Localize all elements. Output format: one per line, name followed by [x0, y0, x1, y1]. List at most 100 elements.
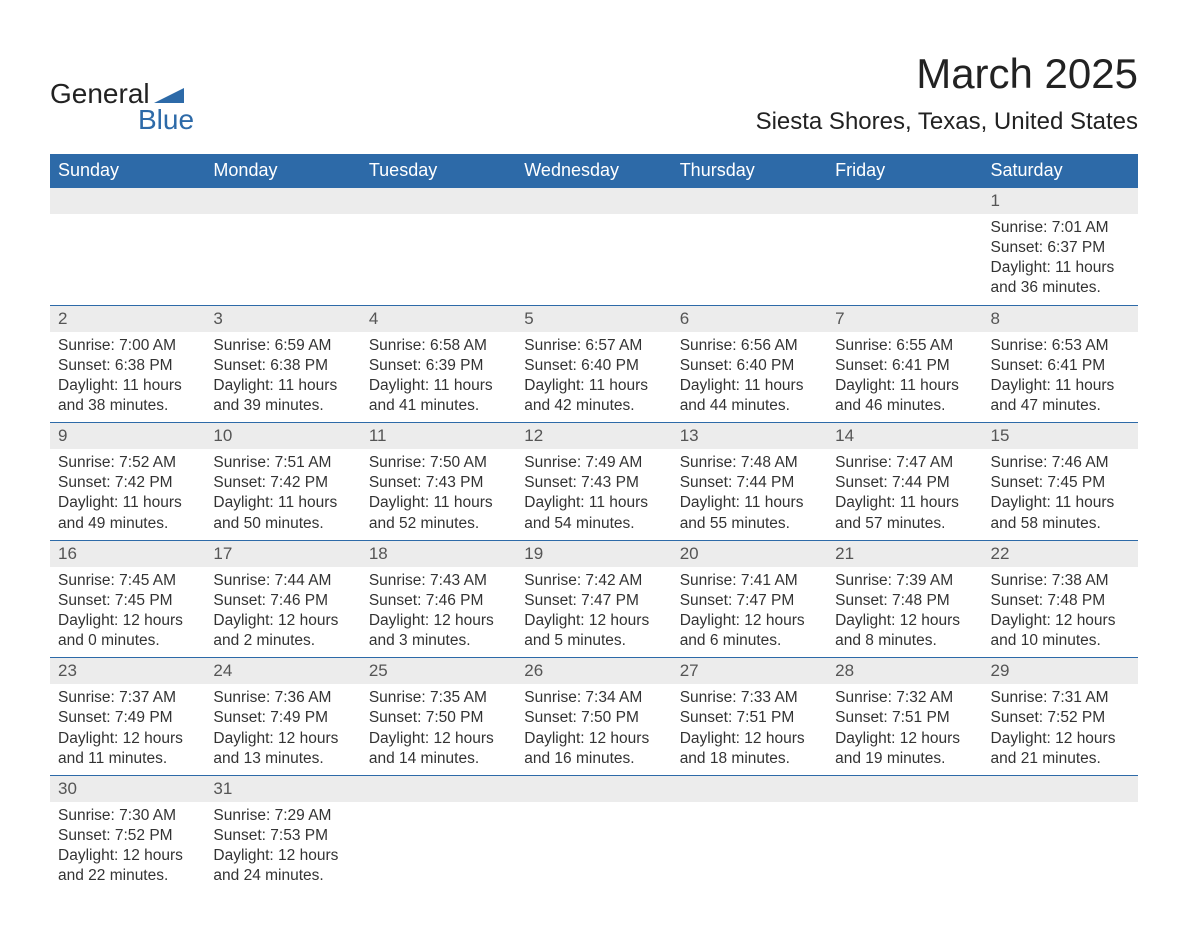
daylight-line2: and 13 minutes. [213, 749, 352, 769]
sunrise-text: Sunrise: 7:44 AM [213, 571, 352, 591]
sunset-text: Sunset: 7:49 PM [213, 708, 352, 728]
sunset-text: Sunset: 7:42 PM [58, 473, 197, 493]
weekday-header: Thursday [672, 154, 827, 188]
sunrise-text: Sunrise: 7:33 AM [680, 688, 819, 708]
day-details [361, 802, 516, 872]
daylight-line2: and 46 minutes. [835, 396, 974, 416]
sunrise-text: Sunrise: 7:00 AM [58, 336, 197, 356]
day-details [983, 802, 1138, 872]
sunrise-text: Sunrise: 7:39 AM [835, 571, 974, 591]
sunset-text: Sunset: 6:37 PM [991, 238, 1130, 258]
sunset-text: Sunset: 7:46 PM [369, 591, 508, 611]
day-number: 17 [205, 541, 360, 567]
sunrise-text: Sunrise: 6:55 AM [835, 336, 974, 356]
calendar-week-row: 16Sunrise: 7:45 AMSunset: 7:45 PMDayligh… [50, 540, 1138, 658]
calendar-day-cell: 7Sunrise: 6:55 AMSunset: 6:41 PMDaylight… [827, 305, 982, 423]
day-number: 2 [50, 306, 205, 332]
calendar-week-row: 30Sunrise: 7:30 AMSunset: 7:52 PMDayligh… [50, 775, 1138, 892]
calendar-empty-cell [827, 775, 982, 892]
day-number: 28 [827, 658, 982, 684]
sunset-text: Sunset: 7:43 PM [524, 473, 663, 493]
calendar-day-cell: 23Sunrise: 7:37 AMSunset: 7:49 PMDayligh… [50, 658, 205, 776]
daylight-line2: and 21 minutes. [991, 749, 1130, 769]
daylight-line2: and 2 minutes. [213, 631, 352, 651]
daylight-line1: Daylight: 11 hours [680, 493, 819, 513]
sunset-text: Sunset: 6:40 PM [524, 356, 663, 376]
sunset-text: Sunset: 6:41 PM [991, 356, 1130, 376]
sunrise-text: Sunrise: 7:01 AM [991, 218, 1130, 238]
daylight-line1: Daylight: 12 hours [213, 611, 352, 631]
daylight-line1: Daylight: 12 hours [58, 846, 197, 866]
day-details: Sunrise: 7:46 AMSunset: 7:45 PMDaylight:… [983, 449, 1138, 540]
calendar-day-cell: 25Sunrise: 7:35 AMSunset: 7:50 PMDayligh… [361, 658, 516, 776]
sunset-text: Sunset: 7:50 PM [369, 708, 508, 728]
day-details: Sunrise: 7:00 AMSunset: 6:38 PMDaylight:… [50, 332, 205, 423]
day-details [827, 214, 982, 284]
day-details: Sunrise: 7:48 AMSunset: 7:44 PMDaylight:… [672, 449, 827, 540]
sunset-text: Sunset: 7:43 PM [369, 473, 508, 493]
day-details: Sunrise: 7:31 AMSunset: 7:52 PMDaylight:… [983, 684, 1138, 775]
calendar-day-cell: 26Sunrise: 7:34 AMSunset: 7:50 PMDayligh… [516, 658, 671, 776]
day-number: 21 [827, 541, 982, 567]
daylight-line2: and 22 minutes. [58, 866, 197, 886]
sunset-text: Sunset: 7:44 PM [680, 473, 819, 493]
day-details [672, 802, 827, 872]
weekday-header: Tuesday [361, 154, 516, 188]
daylight-line1: Daylight: 12 hours [58, 611, 197, 631]
sunset-text: Sunset: 6:39 PM [369, 356, 508, 376]
sunset-text: Sunset: 7:44 PM [835, 473, 974, 493]
day-number [361, 776, 516, 802]
day-number: 26 [516, 658, 671, 684]
daylight-line2: and 10 minutes. [991, 631, 1130, 651]
sunset-text: Sunset: 7:46 PM [213, 591, 352, 611]
day-number [50, 188, 205, 214]
day-details: Sunrise: 7:37 AMSunset: 7:49 PMDaylight:… [50, 684, 205, 775]
calendar-day-cell: 27Sunrise: 7:33 AMSunset: 7:51 PMDayligh… [672, 658, 827, 776]
calendar-week-row: 1Sunrise: 7:01 AMSunset: 6:37 PMDaylight… [50, 188, 1138, 306]
sunset-text: Sunset: 6:38 PM [213, 356, 352, 376]
calendar-day-cell: 8Sunrise: 6:53 AMSunset: 6:41 PMDaylight… [983, 305, 1138, 423]
location-subtitle: Siesta Shores, Texas, United States [756, 108, 1138, 136]
sunrise-text: Sunrise: 6:56 AM [680, 336, 819, 356]
day-details: Sunrise: 7:42 AMSunset: 7:47 PMDaylight:… [516, 567, 671, 658]
sunrise-text: Sunrise: 7:35 AM [369, 688, 508, 708]
daylight-line1: Daylight: 12 hours [213, 729, 352, 749]
day-number [516, 188, 671, 214]
calendar-empty-cell [361, 188, 516, 306]
sunrise-text: Sunrise: 7:45 AM [58, 571, 197, 591]
daylight-line1: Daylight: 12 hours [835, 729, 974, 749]
sunset-text: Sunset: 6:41 PM [835, 356, 974, 376]
sunrise-text: Sunrise: 7:34 AM [524, 688, 663, 708]
sunrise-text: Sunrise: 6:57 AM [524, 336, 663, 356]
daylight-line2: and 55 minutes. [680, 514, 819, 534]
day-details: Sunrise: 6:57 AMSunset: 6:40 PMDaylight:… [516, 332, 671, 423]
day-details: Sunrise: 6:56 AMSunset: 6:40 PMDaylight:… [672, 332, 827, 423]
day-details: Sunrise: 7:43 AMSunset: 7:46 PMDaylight:… [361, 567, 516, 658]
calendar-day-cell: 16Sunrise: 7:45 AMSunset: 7:45 PMDayligh… [50, 540, 205, 658]
logo-text-blue: Blue [138, 104, 194, 136]
sunrise-text: Sunrise: 7:37 AM [58, 688, 197, 708]
daylight-line1: Daylight: 11 hours [991, 493, 1130, 513]
sunset-text: Sunset: 7:50 PM [524, 708, 663, 728]
day-details: Sunrise: 7:51 AMSunset: 7:42 PMDaylight:… [205, 449, 360, 540]
sunrise-text: Sunrise: 7:38 AM [991, 571, 1130, 591]
sunrise-text: Sunrise: 7:32 AM [835, 688, 974, 708]
daylight-line1: Daylight: 12 hours [369, 611, 508, 631]
day-number: 16 [50, 541, 205, 567]
sunset-text: Sunset: 7:52 PM [991, 708, 1130, 728]
weekday-header: Friday [827, 154, 982, 188]
calendar-day-cell: 3Sunrise: 6:59 AMSunset: 6:38 PMDaylight… [205, 305, 360, 423]
day-number: 31 [205, 776, 360, 802]
calendar-day-cell: 2Sunrise: 7:00 AMSunset: 6:38 PMDaylight… [50, 305, 205, 423]
calendar-day-cell: 29Sunrise: 7:31 AMSunset: 7:52 PMDayligh… [983, 658, 1138, 776]
daylight-line1: Daylight: 11 hours [991, 376, 1130, 396]
calendar-day-cell: 13Sunrise: 7:48 AMSunset: 7:44 PMDayligh… [672, 423, 827, 541]
day-details: Sunrise: 7:34 AMSunset: 7:50 PMDaylight:… [516, 684, 671, 775]
month-title: March 2025 [756, 50, 1138, 98]
daylight-line2: and 47 minutes. [991, 396, 1130, 416]
calendar-day-cell: 4Sunrise: 6:58 AMSunset: 6:39 PMDaylight… [361, 305, 516, 423]
sunset-text: Sunset: 6:38 PM [58, 356, 197, 376]
daylight-line1: Daylight: 11 hours [58, 493, 197, 513]
calendar-day-cell: 6Sunrise: 6:56 AMSunset: 6:40 PMDaylight… [672, 305, 827, 423]
daylight-line1: Daylight: 12 hours [213, 846, 352, 866]
